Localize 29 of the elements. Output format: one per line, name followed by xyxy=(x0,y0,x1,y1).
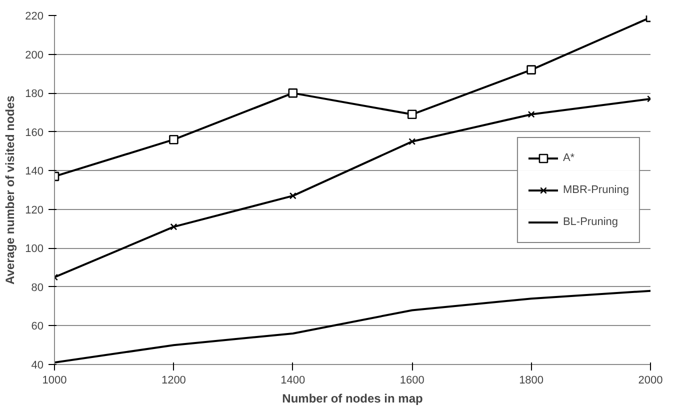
point xyxy=(288,88,298,98)
y-tick-label: 220 xyxy=(25,10,44,22)
x-tick-label: 1800 xyxy=(519,374,544,386)
point xyxy=(289,192,296,200)
y-tick-label: 40 xyxy=(31,360,44,372)
y-axis-title: Average number of visited nodes xyxy=(3,95,18,284)
y-tick-label: 120 xyxy=(25,204,44,216)
point xyxy=(170,223,178,230)
point xyxy=(407,110,417,120)
x-axis-title: Number of nodes in map xyxy=(282,392,423,406)
x-tick-label: 1000 xyxy=(42,374,67,386)
y-tick-label: 140 xyxy=(25,166,44,178)
legend-label: A* xyxy=(562,152,576,164)
legend-label: MBR-Pruning xyxy=(562,184,629,196)
y-tick-label: 160 xyxy=(25,126,44,139)
x-tick-label: 2000 xyxy=(638,374,663,386)
point xyxy=(408,138,416,146)
y-tick-label: 180 xyxy=(25,88,44,100)
x-tick-label: 1200 xyxy=(161,374,186,386)
point xyxy=(169,134,178,144)
x-tick-label: 1600 xyxy=(400,374,424,386)
x-tick-label: 1400 xyxy=(280,374,306,386)
y-tick-label: 80 xyxy=(31,282,44,294)
y-tick-label: 200 xyxy=(25,49,44,62)
y-tick-label: 100 xyxy=(25,243,44,256)
y-tick-label: 60 xyxy=(31,320,44,333)
point xyxy=(526,65,536,74)
legend-label: BL-Pruning xyxy=(562,216,618,228)
point xyxy=(528,110,535,118)
